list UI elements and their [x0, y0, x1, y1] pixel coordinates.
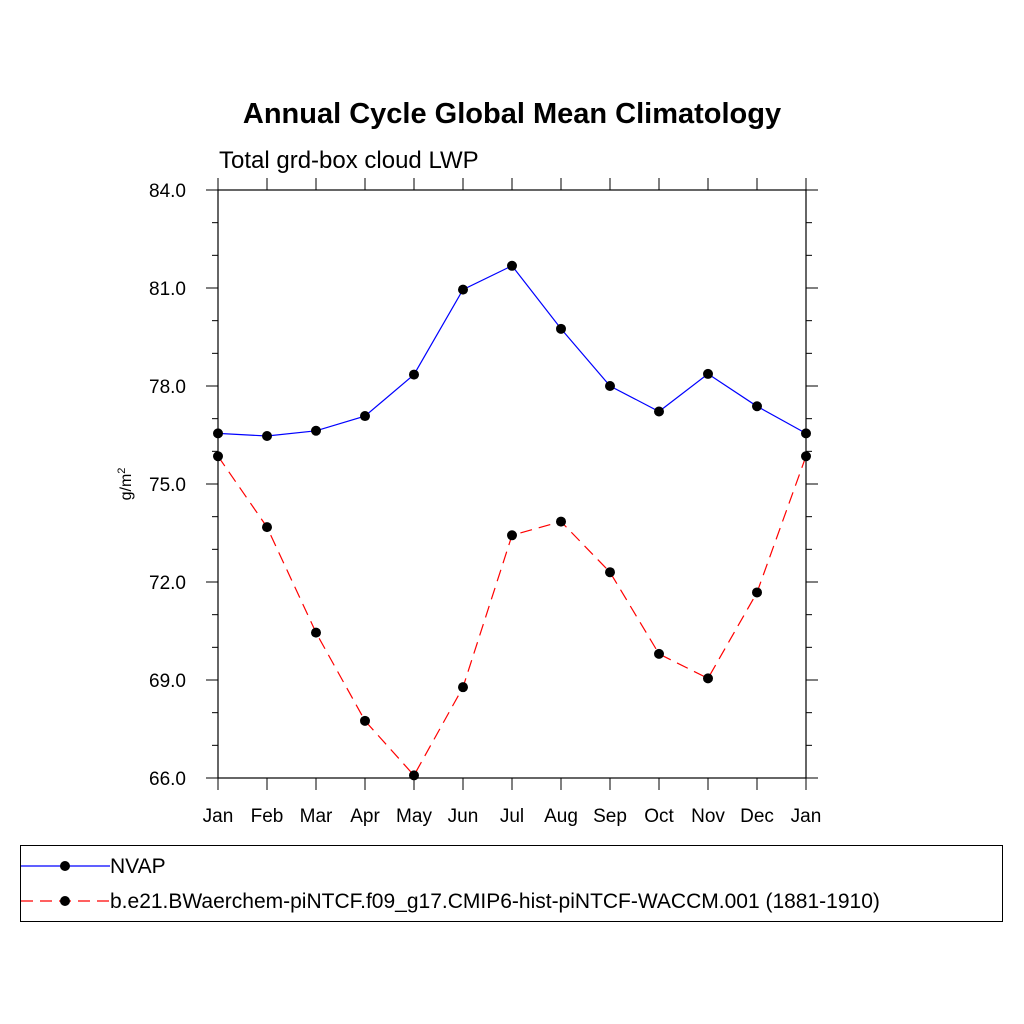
data-point — [360, 411, 370, 422]
x-tick-label: May — [396, 806, 432, 827]
x-tick-label: Apr — [350, 806, 380, 827]
data-point — [752, 587, 762, 598]
data-point — [507, 260, 517, 271]
data-point — [507, 530, 517, 541]
axes: Jan Feb Mar Apr May Jun Jul Aug Sep Oct Nov Dec Jan 6… — [149, 178, 821, 827]
y-tick-label: 66.0 — [149, 769, 186, 790]
data-point — [213, 451, 223, 462]
x-tick-label: Jun — [448, 806, 479, 827]
data-point — [458, 284, 468, 295]
y-tick-label: 84.0 — [149, 181, 186, 202]
x-tick-label: Dec — [740, 806, 774, 827]
series-line-1 — [217, 455, 807, 777]
data-point — [654, 406, 664, 417]
legend-sample-nvap — [21, 861, 110, 871]
y-axis-label-exponent: 2 — [116, 468, 128, 474]
x-tick-label: Sep — [593, 806, 627, 827]
data-point — [654, 648, 664, 659]
x-tick-label: Jul — [500, 806, 524, 827]
x-tick-label: Feb — [251, 806, 284, 827]
data-point — [703, 368, 713, 379]
legend-item-model: b.e21.BWaerchem-piNTCF.f09_g17.CMIP6-his… — [21, 889, 1002, 913]
data-point — [262, 522, 272, 533]
data-point — [409, 770, 419, 781]
plot-frame — [217, 189, 807, 779]
data-point — [556, 323, 566, 334]
data-point — [311, 627, 321, 638]
data-point — [262, 430, 272, 441]
legend-label-nvap: NVAP — [110, 855, 166, 878]
x-tick-label: Mar — [300, 806, 333, 827]
y-axis-label: g/m2 — [116, 468, 135, 501]
data-point — [360, 715, 370, 726]
y-tick-label: 72.0 — [149, 573, 186, 594]
x-tick-label: Oct — [644, 806, 674, 827]
x-tick-label: Nov — [691, 806, 725, 827]
legend: NVAP b.e21.BWaerchem-piNTCF.f09_g17.CMIP… — [20, 845, 1003, 922]
legend-sample-model — [21, 896, 110, 906]
data-point — [752, 401, 762, 412]
y-tick-label: 69.0 — [149, 671, 186, 692]
data-point — [801, 428, 811, 439]
y-axis-label-unit: g/m — [118, 474, 135, 501]
data-point — [605, 567, 615, 578]
chart-title: Annual Cycle Global Mean Climatology — [243, 98, 781, 130]
series-0 — [213, 260, 811, 441]
legend-item-nvap: NVAP — [21, 854, 1002, 878]
y-tick-label: 75.0 — [149, 475, 186, 496]
chart-subtitle: Total grd-box cloud LWP — [219, 147, 479, 174]
data-point — [213, 428, 223, 439]
series-1 — [213, 451, 811, 781]
series-layer — [213, 260, 811, 781]
data-point — [458, 682, 468, 693]
series-line-0 — [217, 265, 807, 437]
legend-label-model: b.e21.BWaerchem-piNTCF.f09_g17.CMIP6-his… — [110, 890, 880, 913]
x-tick-label: Jan — [203, 806, 234, 827]
data-point — [801, 451, 811, 462]
data-point — [556, 516, 566, 527]
data-point — [605, 381, 615, 391]
data-point — [409, 369, 419, 380]
x-tick-label: Aug — [544, 806, 578, 827]
x-tick-label: Jan — [791, 806, 822, 827]
data-point — [311, 425, 321, 436]
y-tick-label: 81.0 — [149, 279, 186, 300]
data-point — [703, 673, 713, 684]
y-tick-label: 78.0 — [149, 377, 186, 398]
